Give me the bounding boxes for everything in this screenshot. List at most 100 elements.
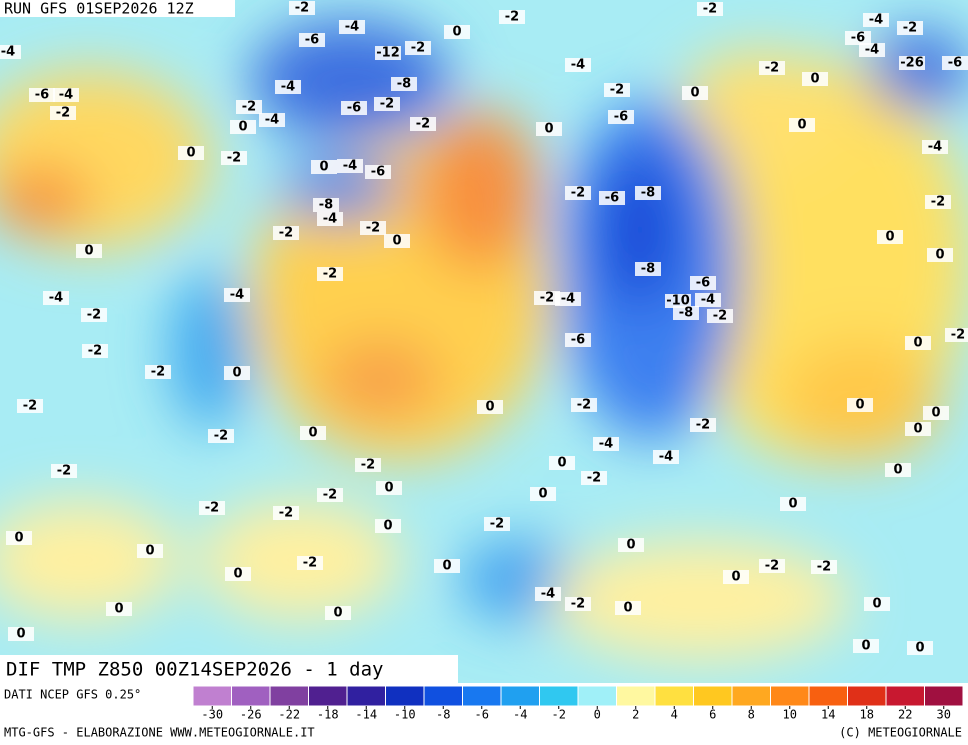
contour-label: 0: [623, 601, 632, 616]
label-box: [653, 450, 679, 464]
contour-label: 0: [319, 160, 328, 175]
label-box: [847, 398, 873, 412]
contour-label: -6: [614, 110, 628, 125]
colorbar-cell: [924, 685, 964, 707]
label-box: [82, 344, 108, 358]
label-box: [178, 146, 204, 160]
colorbar-cell: [423, 685, 463, 707]
contour-label: 0: [232, 366, 241, 381]
label-box: [925, 195, 951, 209]
contour-label: -2: [227, 151, 241, 166]
label-box: [8, 627, 34, 641]
contour-label: -4: [59, 88, 73, 103]
contour-label: -2: [57, 464, 71, 479]
contour-label: 0: [913, 422, 922, 437]
contour-label: -4: [265, 113, 279, 128]
label-box: [599, 191, 625, 205]
label-box: [355, 458, 381, 472]
contour-label: 0: [392, 234, 401, 249]
label-box: [922, 140, 948, 154]
colorbar-tick-label: 10: [783, 708, 797, 722]
contour-label: -6: [305, 33, 319, 48]
colorbar-cell: [500, 685, 540, 707]
label-box: [530, 487, 556, 501]
colorbar-tick-label: 22: [898, 708, 912, 722]
label-box: [29, 88, 55, 102]
contour-label: -2: [279, 506, 293, 521]
colorbar-tick-label: -14: [355, 708, 377, 722]
copyright: (C) METEOGIORNALE: [839, 726, 962, 740]
label-box: [723, 570, 749, 584]
colorbar-cell: [269, 685, 309, 707]
contour-label: 0: [308, 426, 317, 441]
contour-label: -2: [214, 429, 228, 444]
colorbar-tick-label: 30: [937, 708, 951, 722]
label-box: [907, 641, 933, 655]
label-box: [942, 56, 968, 70]
colorbar-tick-label: 6: [709, 708, 716, 722]
label-box: [375, 519, 401, 533]
label-box: [565, 186, 591, 200]
label-box: [565, 333, 591, 347]
colorbar-tick-label: 4: [671, 708, 678, 722]
contour-label: -2: [56, 106, 70, 121]
colorbar: -30 -26 -22 -18 -14 -10 -8 -6 -4 -2 0 2 4 6 8 10 14 18 22 3…: [192, 685, 964, 722]
label-box: [608, 110, 634, 124]
label-box: [391, 77, 417, 91]
label-box: [384, 234, 410, 248]
colorbar-cell: [731, 685, 771, 707]
contour-label: -2: [505, 10, 519, 25]
label-box: [199, 501, 225, 515]
colorbar-tick-label: 18: [860, 708, 874, 722]
contour-label: -4: [571, 58, 585, 73]
label-box: [376, 481, 402, 495]
label-box: [339, 20, 365, 34]
contour-label: -6: [948, 56, 962, 71]
contour-label: -4: [230, 288, 244, 303]
label-box: [885, 463, 911, 477]
label-box: [50, 106, 76, 120]
label-box: [581, 471, 607, 485]
contour-label: -8: [679, 306, 693, 321]
contour-label: -6: [371, 165, 385, 180]
contour-label: 0: [810, 72, 819, 87]
label-box: [76, 244, 102, 258]
label-box: [534, 291, 560, 305]
contour-label: -2: [540, 291, 554, 306]
contour-label: 0: [788, 497, 797, 512]
label-box: [325, 606, 351, 620]
contour-label: -6: [605, 191, 619, 206]
label-box: [618, 538, 644, 552]
label-box: [106, 602, 132, 616]
map-field: [0, 0, 968, 683]
label-box: [145, 365, 171, 379]
contour-label: -2: [366, 221, 380, 236]
contour-label: -2: [571, 186, 585, 201]
label-box: [682, 86, 708, 100]
label-box: [571, 398, 597, 412]
contour-label: 0: [731, 570, 740, 585]
label-box: [811, 560, 837, 574]
contour-label: -4: [49, 291, 63, 306]
label-box: [317, 212, 343, 226]
label-box: [365, 165, 391, 179]
contour-label: -2: [490, 517, 504, 532]
label-box: [593, 437, 619, 451]
label-box: [273, 506, 299, 520]
label-box: [690, 418, 716, 432]
contour-label: -2: [577, 398, 591, 413]
contour-label: 0: [557, 456, 566, 471]
label-box: [484, 517, 510, 531]
label-box: [927, 248, 953, 262]
label-box: [789, 118, 815, 132]
label-box: [565, 58, 591, 72]
contour-label: -4: [865, 43, 879, 58]
label-box: [81, 308, 107, 322]
label-box: [236, 100, 262, 114]
colorbar-cell: [192, 685, 232, 707]
label-box: [289, 1, 315, 15]
label-box: [297, 556, 323, 570]
colorbar-tick-label: -8: [436, 708, 450, 722]
colorbar-tick-label: -22: [278, 708, 300, 722]
contour-label: -4: [345, 20, 359, 35]
